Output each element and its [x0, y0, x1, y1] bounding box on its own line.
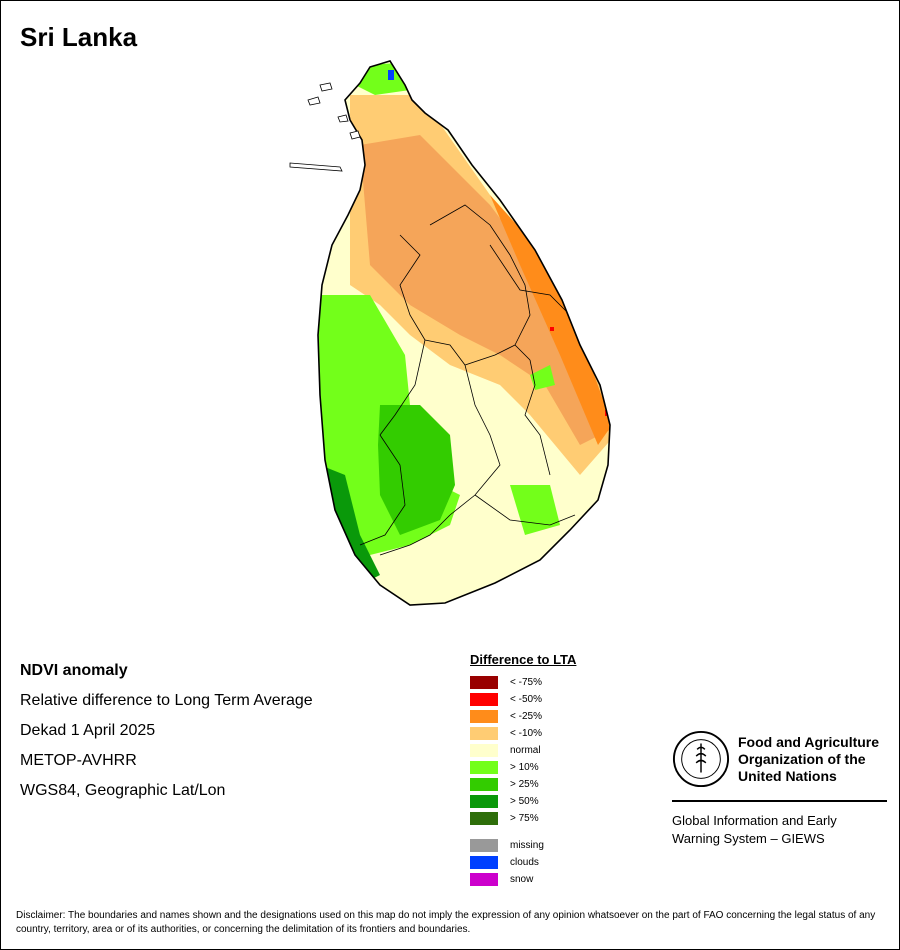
- legend-swatch: [470, 812, 498, 825]
- severe-deficit-patch: [550, 327, 554, 331]
- legend-label: missing: [510, 840, 544, 851]
- fao-name-line: Food and Agriculture: [738, 733, 880, 750]
- legend-swatch: [470, 761, 498, 774]
- legend-label: < -50%: [510, 694, 542, 705]
- legend-swatch: [470, 839, 498, 852]
- east-positive-patch: [530, 365, 555, 390]
- legend-item: snow: [470, 871, 576, 888]
- high-positive-zone: [378, 405, 455, 535]
- legend-label: > 50%: [510, 796, 539, 807]
- legend-swatch: [470, 710, 498, 723]
- legend-label: normal: [510, 745, 541, 756]
- legend-label: clouds: [510, 857, 539, 868]
- legend-label: > 25%: [510, 779, 539, 790]
- legend-item: clouds: [470, 854, 576, 871]
- legend-swatch: [470, 795, 498, 808]
- legend-spacer: [470, 827, 576, 837]
- giews-name: Global Information and Early Warning Sys…: [672, 812, 887, 848]
- legend-item: > 75%: [470, 810, 576, 827]
- legend-swatch: [470, 856, 498, 869]
- map-info: NDVI anomaly Relative difference to Long…: [20, 656, 313, 806]
- strong-deficit-zone: [490, 195, 610, 445]
- legend-item: missing: [470, 837, 576, 854]
- disclaimer: Disclaimer: The boundaries and names sho…: [16, 910, 876, 935]
- legend-label: < -25%: [510, 711, 542, 722]
- legend-item: < -25%: [470, 708, 576, 725]
- legend-item: > 50%: [470, 793, 576, 810]
- fao-branding: Food and Agriculture Organization of the…: [672, 730, 887, 848]
- legend-item: < -50%: [470, 691, 576, 708]
- legend-swatch: [470, 778, 498, 791]
- legend-label: > 75%: [510, 813, 539, 824]
- legend-item: > 25%: [470, 776, 576, 793]
- legend-item: > 10%: [470, 759, 576, 776]
- southeast-positive-zone: [510, 485, 560, 535]
- giews-line: Global Information and Early: [672, 813, 837, 828]
- legend-swatch: [470, 873, 498, 886]
- district-boundaries: [359, 204, 576, 556]
- legend-swatch: [470, 727, 498, 740]
- legend-label: > 10%: [510, 762, 539, 773]
- legend-label: snow: [510, 874, 534, 885]
- map-title: Sri Lanka: [20, 22, 138, 52]
- product-sensor: METOP-AVHRR: [20, 752, 137, 769]
- legend-title: Difference to LTA: [470, 652, 577, 667]
- fao-logo-icon: [672, 730, 730, 788]
- cloud-patch: [388, 70, 394, 80]
- legend-swatch: [470, 693, 498, 706]
- fao-name-line: United Nations: [738, 767, 837, 784]
- legend-swatch: [470, 676, 498, 689]
- giews-line: Warning System – GIEWS: [672, 831, 825, 846]
- fao-divider: [672, 800, 887, 802]
- fao-name-line: Organization of the: [738, 750, 866, 767]
- legend-item: normal: [470, 742, 576, 759]
- legend-swatch: [470, 744, 498, 757]
- map-legend: Difference to LTA < -75% < -50% < -25% <…: [470, 652, 576, 888]
- fao-name: Food and Agriculture Organization of the…: [738, 734, 879, 785]
- product-projection: WGS84, Geographic Lat/Lon: [20, 782, 226, 799]
- offshore-islands: [289, 82, 361, 172]
- legend-item: < -75%: [470, 674, 576, 691]
- product-description: Relative difference to Long Term Average: [20, 692, 313, 709]
- product-name: NDVI anomaly: [20, 662, 128, 679]
- ndvi-anomaly-map: [289, 60, 611, 606]
- legend-item: < -10%: [470, 725, 576, 742]
- product-period: Dekad 1 April 2025: [20, 722, 156, 739]
- legend-label: < -10%: [510, 728, 542, 739]
- legend-label: < -75%: [510, 677, 542, 688]
